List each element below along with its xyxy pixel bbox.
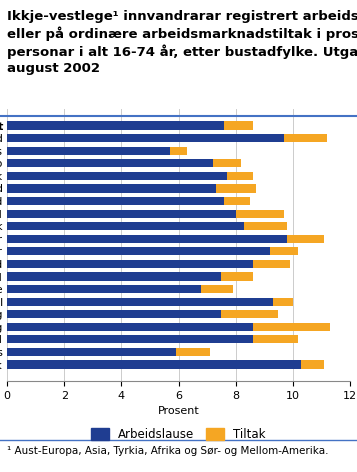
Bar <box>7 197 224 205</box>
Bar <box>227 172 253 180</box>
Bar <box>273 297 293 306</box>
Bar <box>7 335 253 344</box>
Bar <box>221 272 253 280</box>
Bar <box>7 348 176 356</box>
Bar <box>7 272 221 280</box>
Bar <box>224 121 253 130</box>
Bar <box>7 185 216 193</box>
Bar <box>170 147 187 155</box>
Bar <box>7 121 224 130</box>
Bar <box>221 310 278 318</box>
Bar <box>7 323 253 331</box>
Bar <box>7 172 227 180</box>
Bar <box>7 210 236 218</box>
Bar <box>7 285 201 293</box>
Bar <box>7 247 270 255</box>
X-axis label: Prosent: Prosent <box>158 406 199 416</box>
Bar <box>176 348 210 356</box>
Bar <box>284 134 327 142</box>
Bar <box>7 159 213 168</box>
Text: ¹ Aust-Europa, Asia, Tyrkia, Afrika og Sør- og Mellom-Amerika.: ¹ Aust-Europa, Asia, Tyrkia, Afrika og S… <box>7 446 329 456</box>
Bar <box>7 134 284 142</box>
Bar <box>7 235 287 243</box>
Legend: Arbeidslause, Tiltak: Arbeidslause, Tiltak <box>86 424 271 446</box>
Bar <box>7 260 253 268</box>
Bar <box>201 285 233 293</box>
Bar <box>270 247 298 255</box>
Bar <box>287 235 324 243</box>
Bar <box>213 159 241 168</box>
Bar <box>253 323 330 331</box>
Bar <box>216 185 256 193</box>
Bar <box>253 335 298 344</box>
Bar <box>236 210 284 218</box>
Bar <box>7 310 221 318</box>
Bar <box>224 197 250 205</box>
Bar <box>253 260 290 268</box>
Bar <box>7 297 273 306</box>
Bar <box>244 222 287 230</box>
Bar <box>7 361 301 369</box>
Bar <box>7 222 244 230</box>
Bar <box>301 361 324 369</box>
Bar <box>7 147 170 155</box>
Text: Ikkje-vestlege¹ innvandrarar registrert arbeidslause
eller på ordinære arbeidsma: Ikkje-vestlege¹ innvandrarar registrert … <box>7 10 357 76</box>
